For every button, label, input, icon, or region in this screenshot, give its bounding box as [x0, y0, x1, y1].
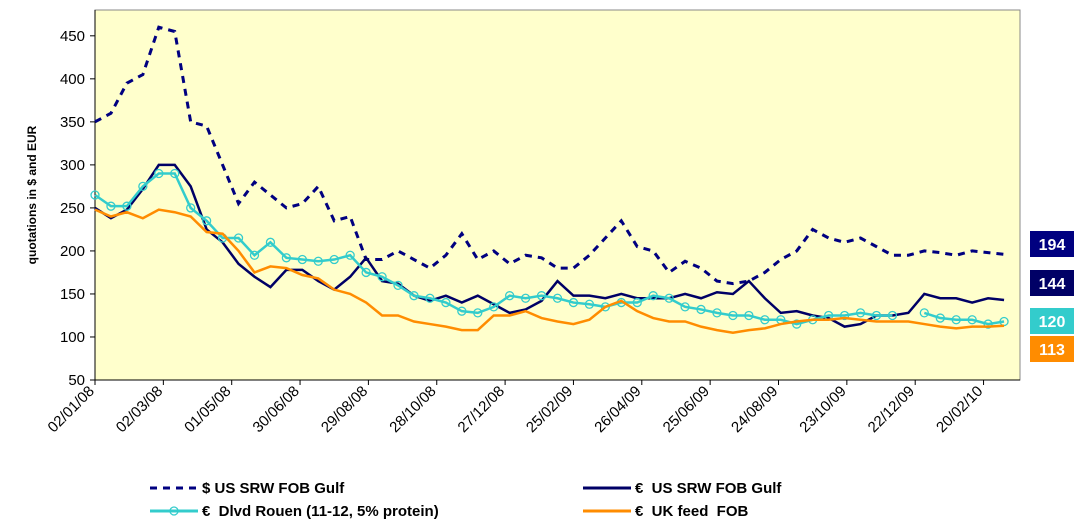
series-marker	[520, 293, 531, 303]
series-line	[94, 163, 1005, 328]
series-marker	[457, 306, 467, 316]
series-marker	[584, 299, 595, 309]
series-marker	[648, 291, 658, 301]
series-marker	[329, 254, 339, 265]
legend-marker	[169, 506, 179, 516]
series-marker	[313, 256, 323, 266]
series-marker	[345, 250, 355, 260]
series-marker	[696, 304, 706, 315]
series-marker	[600, 302, 610, 312]
series-marker	[760, 315, 770, 325]
series-marker	[249, 250, 260, 260]
x-tick-label: 02/01/08	[45, 383, 98, 436]
end-label-box	[1030, 336, 1074, 362]
y-tick-label: 250	[60, 200, 85, 217]
series-marker	[106, 201, 116, 211]
series-marker	[186, 203, 196, 213]
x-tick-label: 20/02/10	[933, 383, 986, 436]
y-axis-label: quotations in $ and EUR	[25, 125, 39, 264]
end-label-box	[1030, 231, 1074, 257]
legend-label: $ US SRW FOB Gulf	[202, 480, 345, 497]
series-marker	[839, 310, 850, 321]
y-tick-label: 100	[60, 329, 85, 346]
series-marker	[170, 168, 180, 179]
x-tick-label: 24/08/09	[728, 383, 781, 436]
legend-label: € Dlvd Rouen (11-12, 5% protein)	[202, 503, 439, 519]
series-marker	[664, 293, 674, 303]
y-tick-label: 450	[60, 28, 85, 45]
series-marker	[281, 253, 292, 263]
series-marker	[122, 201, 132, 211]
series-marker	[505, 291, 515, 301]
series-marker	[728, 310, 738, 321]
series-marker	[201, 216, 212, 226]
x-tick-label: 28/10/08	[386, 383, 439, 436]
series-marker	[552, 293, 563, 303]
series-marker	[425, 293, 435, 303]
end-label: 120	[1039, 314, 1066, 331]
series-marker	[361, 267, 371, 278]
series-line	[94, 25, 1005, 286]
series-marker	[568, 297, 579, 308]
series-marker	[409, 291, 419, 301]
end-label-box	[1030, 270, 1074, 296]
x-tick-label: 02/03/08	[113, 383, 166, 436]
legend-label: € UK feed FOB	[635, 503, 749, 519]
series-marker	[536, 291, 547, 301]
end-label-box	[1030, 308, 1074, 334]
series-marker	[393, 280, 403, 290]
series-marker	[712, 308, 722, 318]
series-marker	[951, 315, 961, 325]
series-marker	[154, 168, 164, 179]
y-tick-label: 400	[60, 71, 85, 88]
series-marker	[680, 302, 690, 312]
series-marker	[233, 233, 244, 243]
x-tick-label: 29/08/08	[318, 383, 371, 436]
x-tick-label: 22/12/09	[865, 383, 918, 436]
end-label: 194	[1039, 237, 1066, 254]
x-tick-label: 23/10/09	[796, 383, 849, 436]
y-tick-label: 150	[60, 286, 85, 303]
y-tick-label: 350	[60, 114, 85, 131]
series-marker	[792, 319, 802, 329]
series-marker	[744, 310, 754, 321]
plot-area	[94, 9, 1021, 381]
series-marker	[632, 297, 642, 308]
series-marker	[90, 190, 100, 200]
legend-label: € US SRW FOB Gulf	[635, 480, 782, 497]
series-marker	[967, 315, 977, 325]
series-marker	[871, 310, 882, 321]
end-label: 144	[1039, 276, 1066, 293]
x-tick-label: 30/06/08	[250, 383, 303, 436]
y-tick-label: 300	[60, 157, 85, 174]
x-tick-label: 27/12/08	[455, 383, 508, 436]
y-tick-label: 200	[60, 243, 85, 260]
end-label: 113	[1039, 342, 1065, 359]
series-marker	[473, 308, 483, 318]
series-marker	[265, 237, 276, 247]
series-marker	[489, 302, 499, 312]
x-tick-label: 26/04/09	[591, 383, 644, 436]
series-marker	[983, 319, 993, 329]
x-tick-label: 25/06/09	[660, 383, 713, 436]
series-line	[94, 208, 1005, 334]
series-marker	[919, 308, 929, 318]
series-marker	[377, 272, 387, 282]
series-marker	[855, 308, 866, 318]
series-marker	[935, 313, 945, 323]
series-marker	[138, 181, 148, 192]
x-tick-label: 25/02/09	[523, 383, 576, 436]
series-marker	[441, 297, 451, 308]
x-tick-label: 01/05/08	[181, 383, 234, 436]
series-marker	[999, 316, 1009, 327]
series-marker	[297, 254, 307, 265]
y-tick-label: 50	[68, 372, 85, 389]
series-marker	[887, 310, 898, 321]
